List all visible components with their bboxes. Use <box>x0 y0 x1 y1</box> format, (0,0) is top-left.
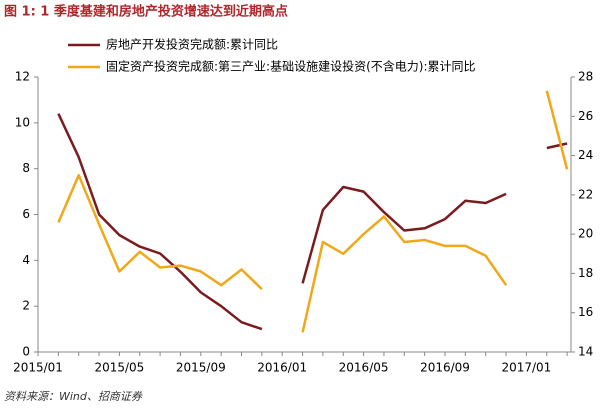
y2-tick-label: 20 <box>578 227 593 241</box>
y2-tick-label: 26 <box>578 109 593 123</box>
x-tick-label: 2017/01 <box>501 361 551 375</box>
y2-tick-label: 18 <box>578 266 593 280</box>
x-tick-label: 2016/05 <box>339 361 389 375</box>
y-tick-label: 0 <box>22 345 30 359</box>
source-note: 资料来源：Wind、招商证券 <box>4 390 143 403</box>
y2-tick-label: 14 <box>578 345 593 359</box>
y-tick-label: 12 <box>15 70 30 84</box>
series-line <box>57 173 263 291</box>
y-tick-label: 4 <box>22 253 30 267</box>
x-tick-label: 2015/09 <box>176 361 226 375</box>
series-line <box>545 90 569 170</box>
x-tick-label: 2016/01 <box>257 361 307 375</box>
series-line <box>301 185 507 284</box>
y-tick-label: 2 <box>22 299 30 313</box>
x-tick-label: 2015/01 <box>13 361 63 375</box>
x-tick-label: 2016/09 <box>420 361 470 375</box>
y2-tick-label: 28 <box>578 70 593 84</box>
y2-tick-label: 22 <box>578 187 593 201</box>
y-tick-label: 8 <box>22 161 30 175</box>
y2-tick-label: 24 <box>578 148 593 162</box>
chart-title: 图 1: 1 季度基建和房地产投资增速达到近期高点 <box>4 4 288 20</box>
legend-label: 固定资产投资完成额:第三产业:基础设施建设投资(不含电力):累计同比 <box>106 59 476 74</box>
series-line <box>301 215 508 333</box>
legend-label: 房地产开发投资完成额:累计同比 <box>106 37 278 52</box>
series-line <box>546 142 568 150</box>
series-line <box>57 113 263 331</box>
y-tick-label: 10 <box>15 115 30 129</box>
y-tick-label: 6 <box>22 207 30 221</box>
y2-tick-label: 16 <box>578 305 593 319</box>
x-tick-label: 2015/05 <box>94 361 144 375</box>
